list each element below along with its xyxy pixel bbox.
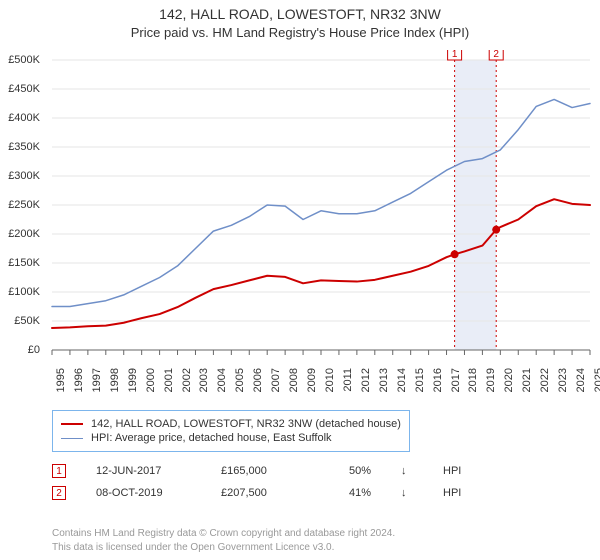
sale-hpi-label: HPI (443, 487, 471, 499)
legend-row: HPI: Average price, detached house, East… (61, 431, 401, 445)
x-tick-label: 2004 (216, 368, 228, 392)
x-tick-label: 1996 (73, 368, 85, 392)
svg-text:1: 1 (452, 50, 458, 60)
sale-pct: 50% (331, 465, 371, 477)
legend-text: 142, HALL ROAD, LOWESTOFT, NR32 3NW (det… (91, 418, 401, 430)
down-arrow-icon: ↓ (401, 487, 413, 499)
svg-text:2: 2 (493, 50, 499, 60)
sale-pct: 41% (331, 487, 371, 499)
x-tick-label: 2002 (181, 368, 193, 392)
attrib-line1: Contains HM Land Registry data © Crown c… (52, 527, 395, 541)
x-tick-label: 2017 (450, 368, 462, 392)
x-tick-label: 2018 (467, 368, 479, 392)
down-arrow-icon: ↓ (401, 465, 413, 477)
attrib-line2: This data is licensed under the Open Gov… (52, 541, 395, 555)
sale-marker: 2 (52, 486, 66, 500)
y-tick-label: £500K (8, 54, 40, 66)
y-tick-label: £0 (28, 344, 40, 356)
attribution: Contains HM Land Registry data © Crown c… (52, 527, 395, 554)
x-tick-label: 2006 (252, 368, 264, 392)
x-tick-label: 2003 (198, 368, 210, 392)
x-tick-label: 2014 (396, 368, 408, 392)
x-tick-label: 2016 (432, 368, 444, 392)
x-tick-label: 1995 (55, 368, 67, 392)
sales-table: 1 12-JUN-2017 £165,000 50% ↓ HPI 2 08-OCT-2019 £… (52, 460, 471, 504)
y-tick-label: £450K (8, 83, 40, 95)
x-tick-label: 2019 (485, 368, 497, 392)
x-tick-label: 2013 (378, 368, 390, 392)
y-tick-label: £350K (8, 141, 40, 153)
sale-row: 2 08-OCT-2019 £207,500 41% ↓ HPI (52, 482, 471, 504)
legend-swatch (61, 423, 83, 425)
chart-svg: 12 (0, 50, 600, 400)
x-tick-label: 2020 (503, 368, 515, 392)
sale-date: 08-OCT-2019 (96, 487, 191, 499)
x-tick-label: 2015 (414, 368, 426, 392)
y-tick-label: £300K (8, 170, 40, 182)
x-tick-label: 2007 (270, 368, 282, 392)
legend-row: 142, HALL ROAD, LOWESTOFT, NR32 3NW (det… (61, 417, 401, 431)
x-tick-label: 2005 (234, 368, 246, 392)
x-tick-label: 2011 (342, 368, 354, 392)
x-tick-label: 2024 (575, 368, 587, 392)
y-tick-label: £50K (14, 315, 40, 327)
y-tick-label: £250K (8, 199, 40, 211)
x-tick-label: 2008 (288, 368, 300, 392)
x-tick-label: 2021 (521, 368, 533, 392)
x-tick-label: 2025 (593, 368, 600, 392)
legend: 142, HALL ROAD, LOWESTOFT, NR32 3NW (det… (52, 410, 410, 452)
legend-swatch (61, 438, 83, 439)
x-tick-label: 2001 (163, 368, 175, 392)
y-tick-label: £100K (8, 286, 40, 298)
x-tick-label: 1999 (127, 368, 139, 392)
page-title: 142, HALL ROAD, LOWESTOFT, NR32 3NW (0, 0, 600, 22)
x-tick-label: 2010 (324, 368, 336, 392)
chart: 12 £0£50K£100K£150K£200K£250K£300K£350K£… (0, 50, 600, 400)
sale-price: £207,500 (221, 487, 301, 499)
x-tick-label: 1998 (109, 368, 121, 392)
sale-price: £165,000 (221, 465, 301, 477)
x-tick-label: 2023 (557, 368, 569, 392)
sale-marker: 1 (52, 464, 66, 478)
sale-hpi-label: HPI (443, 465, 471, 477)
y-tick-label: £150K (8, 257, 40, 269)
x-tick-label: 1997 (91, 368, 103, 392)
page-subtitle: Price paid vs. HM Land Registry's House … (0, 22, 600, 40)
x-tick-label: 2009 (306, 368, 318, 392)
sale-row: 1 12-JUN-2017 £165,000 50% ↓ HPI (52, 460, 471, 482)
y-tick-label: £400K (8, 112, 40, 124)
y-tick-label: £200K (8, 228, 40, 240)
legend-text: HPI: Average price, detached house, East… (91, 432, 332, 444)
x-tick-label: 2022 (539, 368, 551, 392)
x-tick-label: 2000 (145, 368, 157, 392)
sale-date: 12-JUN-2017 (96, 465, 191, 477)
x-tick-label: 2012 (360, 368, 372, 392)
